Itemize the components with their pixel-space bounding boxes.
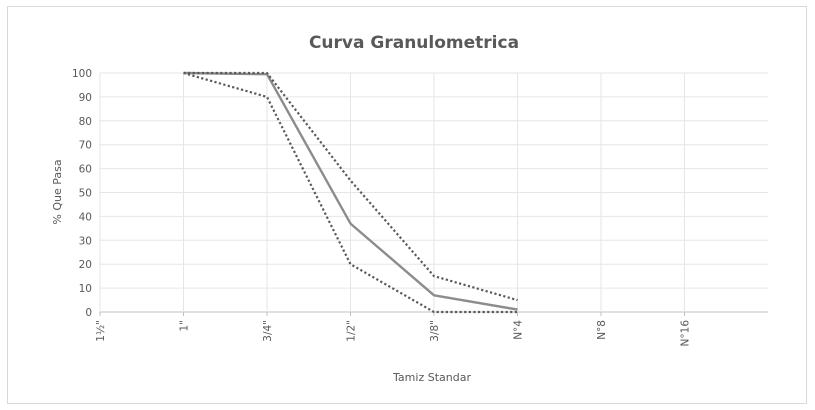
x-tick-label: 1½"	[95, 320, 107, 342]
y-tick-label: 20	[79, 259, 92, 271]
x-tick-label: 3/4"	[262, 320, 274, 342]
series-line-dotted-1	[183, 71, 518, 302]
y-tick-labels: 0 10 20 30 40 50 60 70 80 90 100	[72, 68, 92, 319]
y-tick-label: 50	[79, 188, 92, 200]
y-tick-label: 90	[79, 92, 92, 104]
y-tick-label: 10	[79, 283, 92, 295]
y-tick-label: 0	[85, 307, 92, 319]
series-layer	[183, 71, 518, 314]
y-axis-title: % Que Pasa	[51, 159, 64, 224]
y-tick-label: 40	[79, 211, 92, 223]
y-tick-label: 80	[79, 116, 92, 128]
chart-frame	[7, 6, 807, 404]
x-tick-labels: 1½" 1" 3/4" 1/2" 3/8" N°4 N°8 N°16	[95, 320, 692, 347]
x-tick-label: 3/8"	[429, 320, 441, 342]
x-tick-label: N°16	[680, 320, 692, 347]
y-tick-label: 70	[79, 140, 92, 152]
x-tick-label: 1/2"	[346, 320, 358, 342]
chart-title: Curva Granulometrica	[309, 33, 519, 53]
x-tick-label: N°8	[596, 320, 608, 340]
y-tick-label: 100	[72, 68, 92, 80]
x-axis-title: Tamiz Standar	[392, 371, 471, 384]
y-tick-label: 60	[79, 164, 92, 176]
y-tick-label: 30	[79, 235, 92, 247]
grid-layer	[99, 72, 768, 316]
x-tick-label: 1"	[179, 320, 191, 332]
x-tick-label: N°4	[513, 320, 525, 340]
